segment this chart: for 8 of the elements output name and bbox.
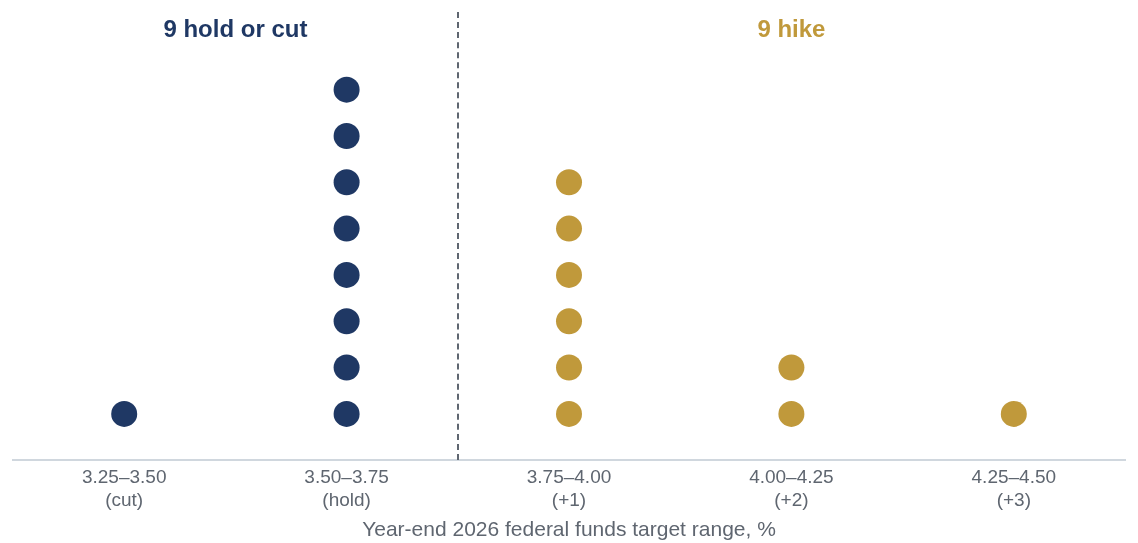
text: 9 hold or cut: [163, 14, 308, 42]
text: 9 hike: [757, 14, 826, 42]
x-tick-label: 3.75–4.00 (+1): [526, 465, 612, 510]
x-tick-label: 3.25–3.50 (cut): [81, 465, 167, 510]
x-tick-label: 4.25–4.50 (+3): [971, 465, 1057, 510]
x-tick-label: 4.00–4.25 (+2): [749, 465, 834, 510]
x-tick-label: 3.50–3.75 (hold): [304, 465, 389, 510]
x-axis-title: Year-end 2026 federal funds target range, %: [362, 517, 776, 541]
